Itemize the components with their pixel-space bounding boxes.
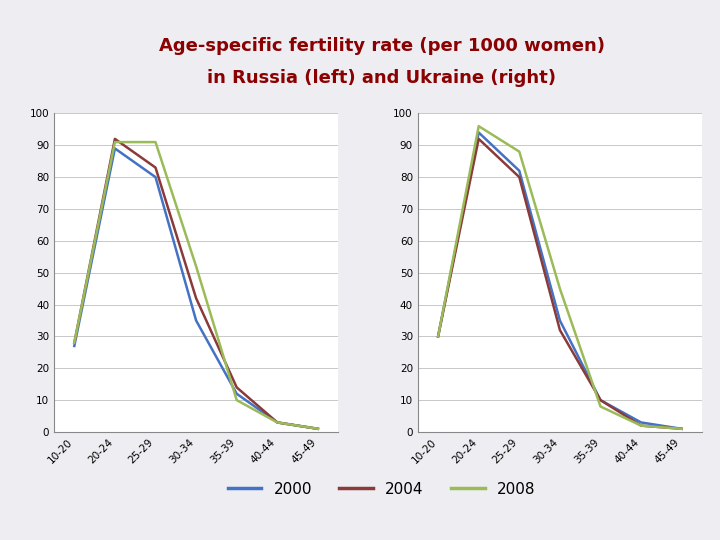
Text: Age-specific fertility rate (per 1000 women): Age-specific fertility rate (per 1000 wo… [158, 37, 605, 55]
Text: in Russia (left) and Ukraine (right): in Russia (left) and Ukraine (right) [207, 69, 556, 87]
Legend: 2000, 2004, 2008: 2000, 2004, 2008 [222, 475, 541, 503]
